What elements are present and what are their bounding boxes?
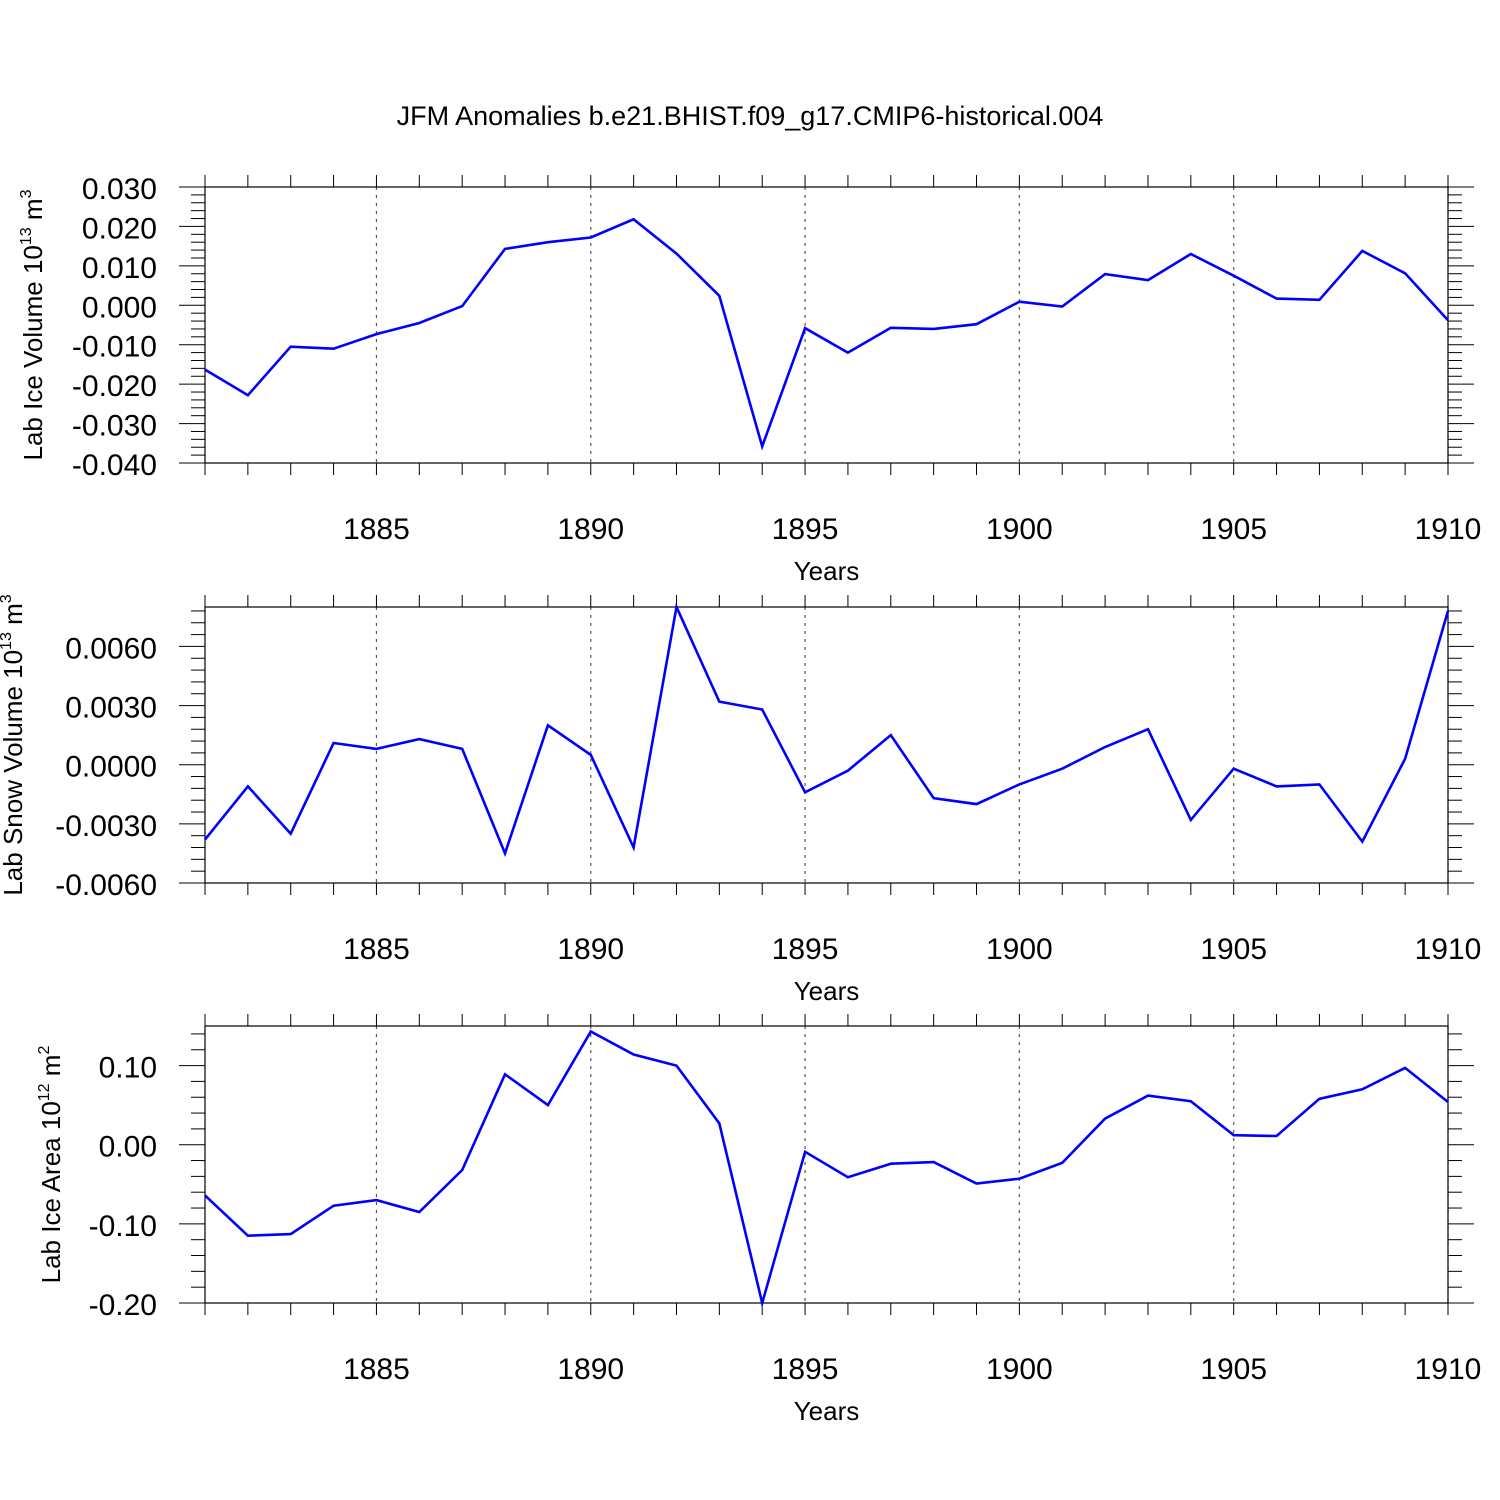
x-tick-label: 1895: [772, 933, 839, 966]
x-tick-label: 1890: [557, 1353, 624, 1386]
chart-title: JFM Anomalies b.e21.BHIST.f09_g17.CMIP6-…: [397, 101, 1104, 131]
plot-frame: [204, 1025, 1449, 1304]
y-tick-label: -0.020: [72, 370, 157, 403]
y-tick-label: 0.0060: [65, 632, 157, 665]
series-line: [203, 602, 1450, 858]
x-tick-label: 1905: [1200, 1353, 1267, 1386]
x-tick-label: 1885: [343, 1353, 410, 1386]
y-axis-label: Lab Snow Volume 1013 m3: [0, 594, 28, 895]
plot-frame: [204, 186, 1449, 464]
x-tick-label: 1910: [1415, 933, 1482, 966]
y-tick-label: -0.0060: [55, 869, 157, 902]
x-tick-label: 1895: [772, 1353, 839, 1386]
panel-2: -0.0060 -0.0030 0.0000 0.0030 0.0060 1885 1890…: [0, 594, 1481, 1006]
x-tick-label: 1885: [343, 933, 410, 966]
x-tick-label: 1885: [343, 513, 410, 546]
y-tick-label: 0.000: [82, 291, 157, 324]
y-tick-label: -0.0030: [55, 810, 157, 843]
y-tick-label: 0.0030: [65, 692, 157, 725]
y-tick-label: -0.040: [72, 449, 157, 482]
panel-1: -0.040 -0.030 -0.020 -0.010 0.000 0.010 0.020 0…: [18, 173, 1481, 586]
y-tick-label: -0.030: [72, 410, 157, 443]
x-tick-label: 1910: [1415, 1353, 1482, 1386]
x-tick-label: 1900: [986, 1353, 1053, 1386]
x-tick-label: 1900: [986, 933, 1053, 966]
x-tick-label: 1905: [1200, 513, 1267, 546]
x-tick-label: 1900: [986, 513, 1053, 546]
series-line: [204, 217, 1449, 451]
y-tick-label: 0.0000: [65, 751, 157, 784]
x-axis-label: Years: [794, 976, 860, 1006]
y-tick-label: 0.030: [82, 173, 157, 206]
y-tick-label: 0.010: [82, 252, 157, 285]
plot-frame: [204, 606, 1449, 884]
y-tick-label: 0.020: [82, 212, 157, 245]
y-axis-label: Lab Ice Area 1012 m2: [36, 1046, 66, 1284]
x-tick-label: 1890: [557, 513, 624, 546]
y-axis-label: Lab Ice Volume 1013 m3: [18, 189, 48, 460]
y-tick-label: 0.10: [99, 1052, 157, 1085]
series-line: [204, 1029, 1449, 1309]
y-tick-label: -0.010: [72, 331, 157, 364]
x-tick-label: 1890: [557, 933, 624, 966]
x-tick-label: 1895: [772, 513, 839, 546]
x-axis-label: Years: [794, 1396, 860, 1426]
y-tick-label: 0.00: [99, 1131, 157, 1164]
x-tick-label: 1905: [1200, 933, 1267, 966]
y-tick-label: -0.20: [89, 1289, 157, 1322]
panel-3: -0.20 -0.10 0.00 0.10 1885 1890 1895 1900 1905 19…: [36, 1014, 1481, 1426]
x-tick-label: 1910: [1415, 513, 1482, 546]
y-tick-label: -0.10: [89, 1210, 157, 1243]
x-axis-label: Years: [794, 556, 860, 586]
